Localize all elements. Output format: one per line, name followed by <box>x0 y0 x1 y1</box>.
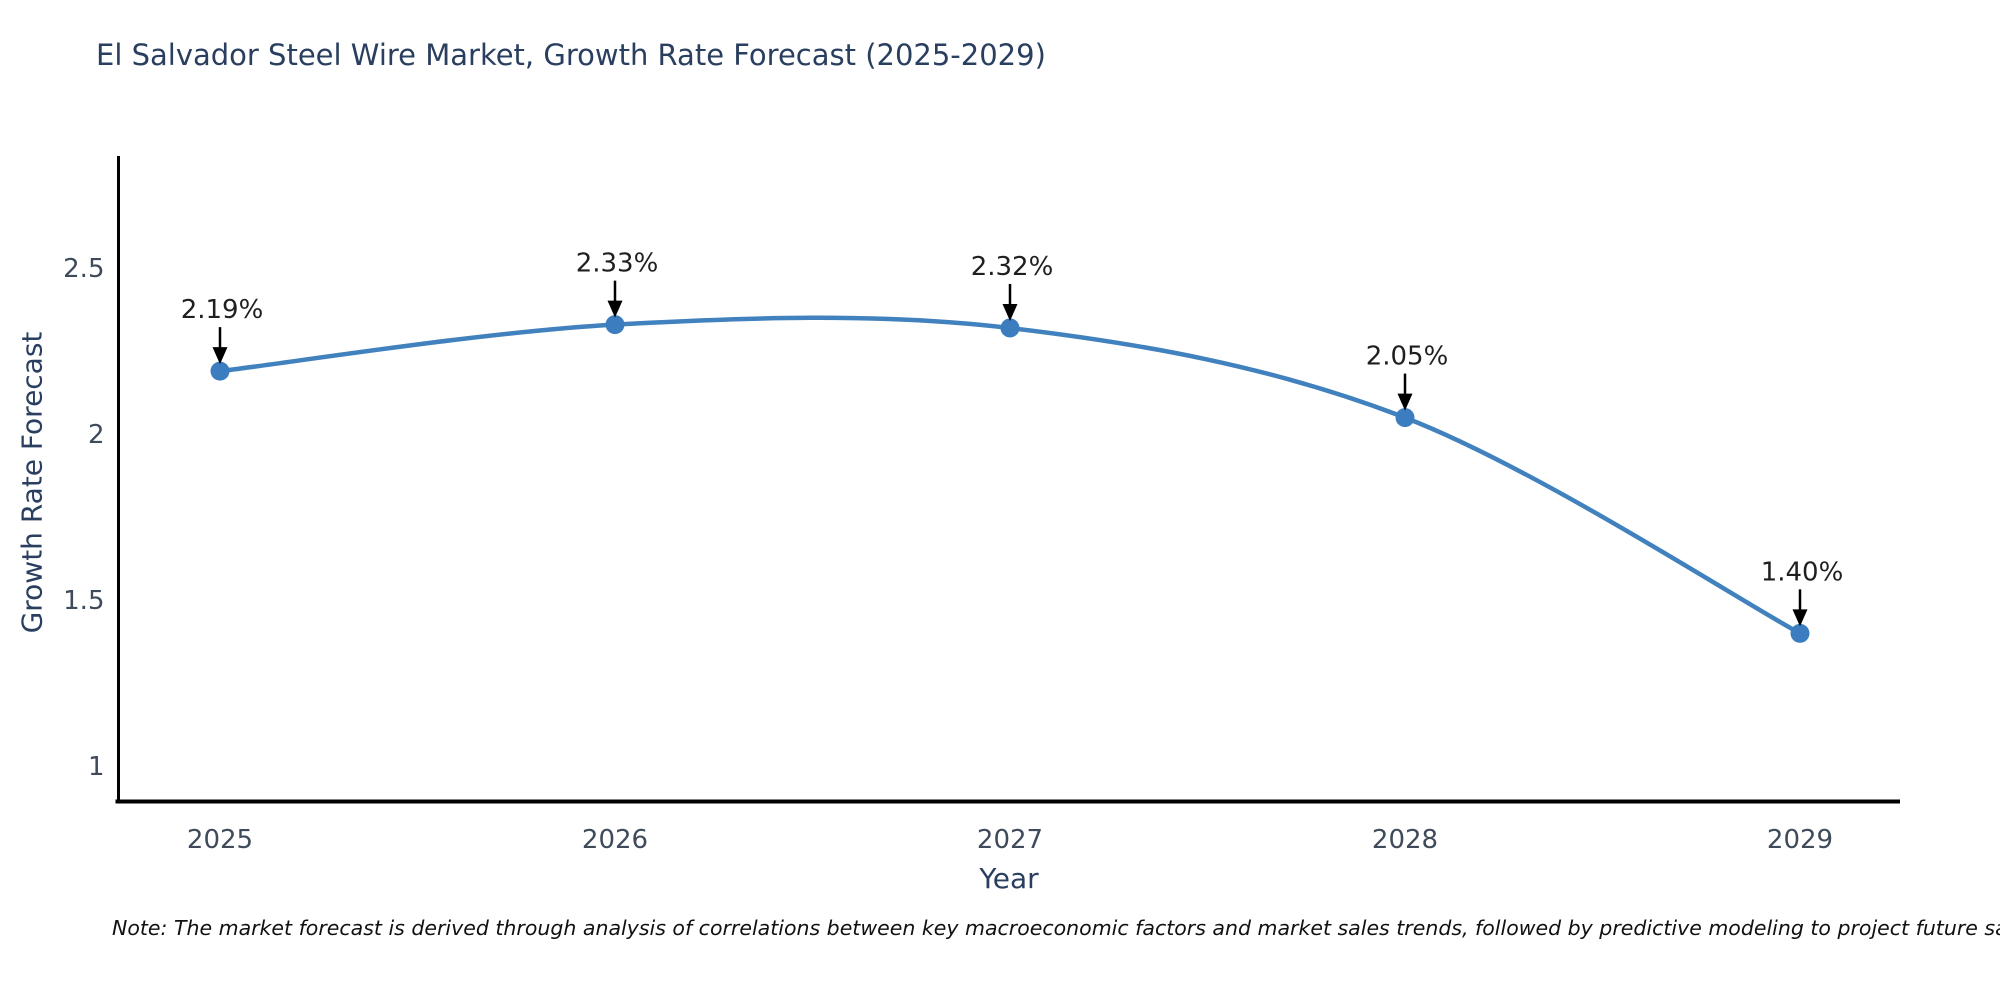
annotation-arrow-head <box>1397 393 1413 411</box>
y-tick-label: 1 <box>88 752 105 782</box>
data-point-marker <box>605 315 625 335</box>
point-annotation: 2.19% <box>181 295 264 325</box>
annotation-arrow-head <box>607 300 623 318</box>
data-point-marker <box>1395 408 1415 428</box>
x-tick-label: 2028 <box>1372 825 1438 855</box>
y-tick-label: 1.5 <box>63 586 104 616</box>
x-tick-label: 2027 <box>977 825 1043 855</box>
data-point-marker <box>1790 623 1810 643</box>
x-axis-title: Year <box>979 862 1039 895</box>
annotation-arrow-head <box>1792 609 1808 627</box>
point-annotation: 2.05% <box>1366 342 1449 372</box>
annotation-arrow-head <box>212 347 228 365</box>
data-point-marker <box>1000 318 1020 338</box>
data-point-marker <box>210 361 230 381</box>
point-annotation: 2.33% <box>576 249 659 279</box>
chart-title: El Salvador Steel Wire Market, Growth Ra… <box>96 38 1046 72</box>
trend-line <box>217 315 1803 636</box>
x-tick-label: 2026 <box>582 825 648 855</box>
footnote: Note: The market forecast is derived thr… <box>112 916 2000 940</box>
annotation-arrow-head <box>1002 303 1018 321</box>
x-tick-label: 2025 <box>187 825 253 855</box>
y-tick-label: 2.5 <box>63 254 104 284</box>
point-annotation: 1.40% <box>1761 557 1844 587</box>
x-tick-label: 2029 <box>1767 825 1833 855</box>
point-annotation: 2.32% <box>971 252 1054 282</box>
y-tick-label: 2 <box>88 420 105 450</box>
